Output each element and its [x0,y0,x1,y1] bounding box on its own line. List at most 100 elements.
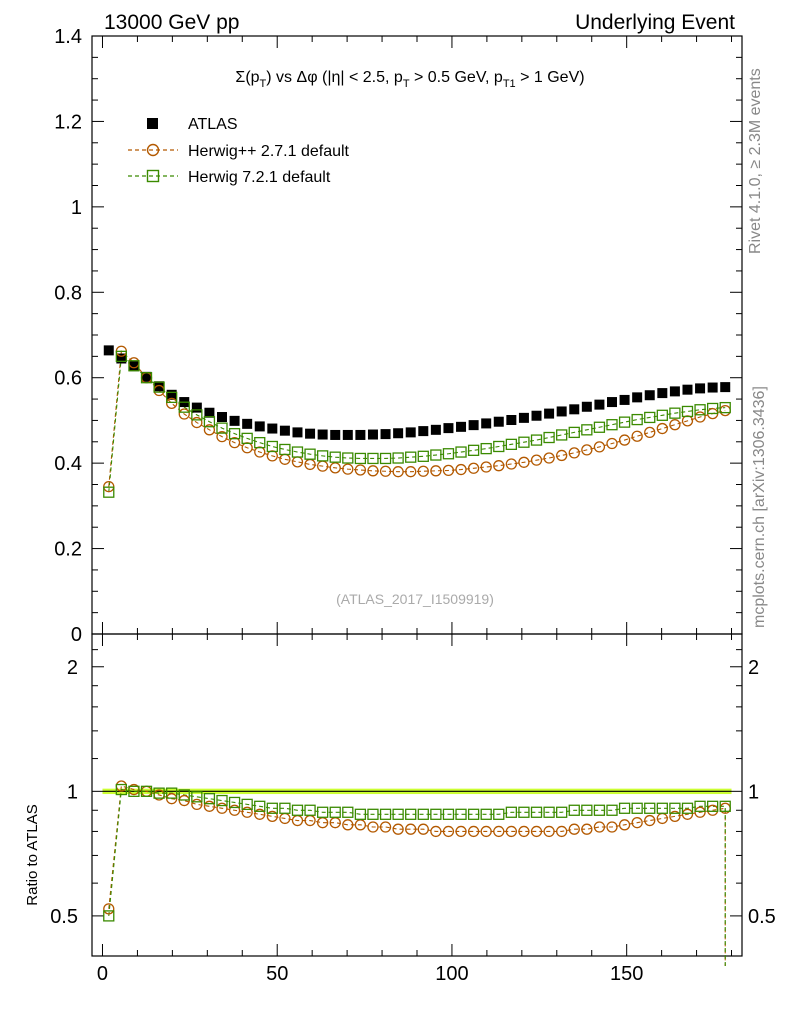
ratio-herwig7-point [178,789,190,801]
ratio-herwigpp-point [480,825,492,838]
herwig7-point [266,440,278,453]
ratio-herwig7-point [392,808,404,820]
ratio-herwigpp-point [228,804,241,816]
atlas-point [317,429,328,440]
ratio-herwig7-point [203,793,216,805]
herwig7-point [216,422,228,434]
ratio-herwigpp-point [379,821,392,833]
ratio-herwigpp-point [342,819,354,831]
ratio-herwig7-point [505,806,518,818]
x-tick-label: 100 [435,963,468,985]
analysis-watermark: (ATLAS_2017_I1509919) [336,591,494,607]
herwigpp-point [656,422,668,435]
herwig7-point [254,436,266,449]
ratio-herwig7-point [719,800,731,812]
ratio-herwigpp-point [417,823,429,835]
herwigpp-point [430,465,442,477]
ratio-herwigpp-point [241,806,253,818]
ratio-herwig7-point [329,806,341,818]
atlas-point [682,384,693,395]
ratio-herwigpp-point [103,903,115,915]
atlas-point [569,404,580,415]
ratio-herwigpp-point [606,821,618,833]
herwigpp-point [203,424,216,436]
herwigpp-point [342,463,354,475]
herwig7-point [203,416,216,428]
herwig7-point [329,451,341,463]
ratio-herwig7-point [430,808,442,820]
ratio-y-tick-label: 1 [67,781,78,803]
ratio-herwig7-point [367,808,379,820]
herwig7-point [631,413,643,426]
herwig7-point [493,440,505,453]
y-tick-label: 0.8 [54,282,82,304]
herwigpp-point [367,465,379,477]
ratio-herwig7-point [316,806,329,818]
header-left: 13000 GeV pp [104,11,239,34]
ratio-herwig7-point [153,787,165,799]
atlas-point [619,394,630,405]
herwigpp-point [379,465,392,477]
atlas-point [493,416,504,427]
legend: ATLAS Herwig++ 2.7.1 default Herwig 7.2.… [128,116,350,186]
herwig7-point [392,452,404,464]
herwigpp-point [631,430,643,442]
herwig7-point [241,432,253,445]
herwigpp-point [455,463,467,476]
herwig7-point [228,428,241,440]
herwigpp-point [329,462,341,474]
ratio-herwigpp-point [392,823,404,835]
herwig7-point [568,426,580,439]
atlas-point [393,428,404,439]
herwig7-point [505,438,518,450]
herwig7-point [153,381,165,393]
atlas-point [720,382,731,393]
herwig7-point [342,452,354,464]
herwig7-point [581,424,593,436]
herwig7-point [279,443,291,456]
atlas-point [632,392,643,403]
ratio-herwig7-point [631,802,643,814]
ratio-herwigpp-point [367,821,379,833]
ratio-herwigpp-point [681,808,694,820]
ratio-herwig7-point [706,800,719,812]
ratio-herwig7-point [455,808,467,820]
ratio-herwig7-point [694,800,706,812]
atlas-point [430,424,441,435]
atlas-point [166,389,177,400]
ratio-herwig7-point [606,804,618,816]
atlas-point [305,428,316,439]
herwig7-point [543,431,555,444]
ratio-herwig7-point [266,802,278,814]
y-tick-label: 0.6 [54,368,82,390]
ratio-herwig7-point [304,804,316,816]
ratio-herwig7-point [166,787,178,799]
herwig7-point [405,451,417,463]
y-tick-label: 1.2 [54,111,82,133]
ratio-herwigpp-point [530,825,543,838]
legend-label-herwig7: Herwig 7.2.1 default [188,169,331,186]
herwig7-point [354,452,367,465]
ratio-herwigpp-point [618,819,631,831]
atlas-point [695,383,706,394]
ratio-herwig7-point [405,808,417,820]
herwig7-point [694,404,706,416]
x-tick-label: 50 [266,963,288,985]
series-line-1 [108,350,726,487]
ratio-y-tick-label: 2 [67,657,78,679]
main-data [103,345,731,498]
legend-marker-herwig7 [146,169,160,183]
atlas-point [581,401,592,412]
ratio-herwig7-point [493,808,505,820]
atlas-point [456,421,467,432]
title-part-cut1: > 0.5 GeV, p [410,69,503,86]
atlas-point [518,412,529,423]
chart-title: Σ(pT) vs Δφ (|η| < 2.5, pT > 0.5 GeV, pT… [235,69,584,90]
ratio-herwigpp-point [631,817,643,829]
ratio-data [103,780,731,966]
y-tick-label: 0.4 [54,453,82,475]
series-line-2 [108,355,726,493]
herwigpp-point [618,434,631,446]
herwigpp-point [166,397,178,409]
ratio-herwig7-point [530,806,543,818]
